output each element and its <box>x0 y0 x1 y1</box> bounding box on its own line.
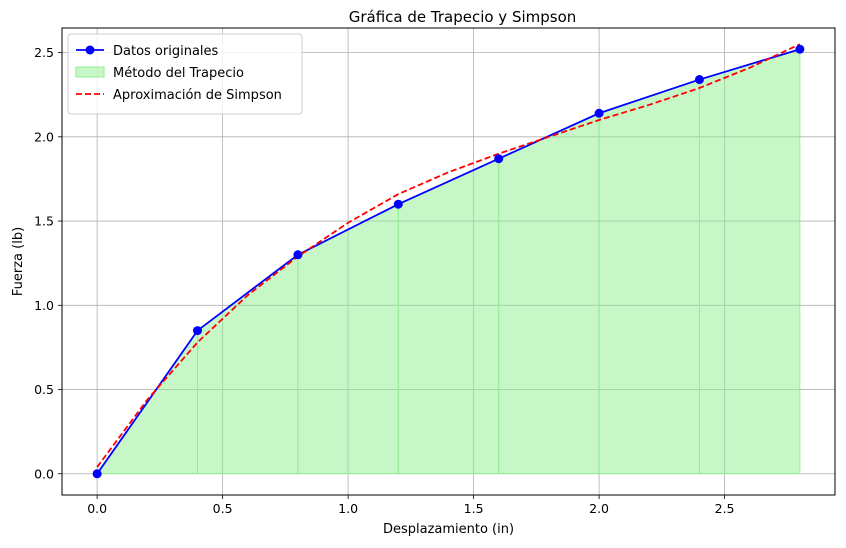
chart-title: Gráfica de Trapecio y Simpson <box>349 8 577 26</box>
data-point <box>193 326 203 336</box>
data-point <box>494 154 504 164</box>
trapezoid-segment <box>498 112 600 475</box>
x-tick-label: 1.5 <box>464 501 484 516</box>
y-tick-label: 0.0 <box>34 466 54 481</box>
data-point <box>92 469 102 479</box>
x-tick-label: 0.5 <box>213 501 233 516</box>
data-point <box>293 250 303 260</box>
series-line-datos <box>96 48 801 475</box>
legend-box <box>67 33 303 115</box>
data-point <box>594 108 604 118</box>
legend-label-datos: Datos originales <box>113 44 219 59</box>
y-tick-label: 1.5 <box>34 214 54 229</box>
y-tick-label: 1.0 <box>34 298 54 313</box>
y-tick-label: 2.5 <box>34 45 54 60</box>
x-axis-ticks: 0.0 0.5 1.0 1.5 2.0 2.5 <box>87 495 735 516</box>
x-tick-label: 2.5 <box>715 501 735 516</box>
legend: Datos originales Método del Trapecio Apr… <box>67 33 303 115</box>
legend-swatch-trapecio <box>75 66 105 78</box>
trapezoid-segment <box>297 203 399 475</box>
data-point <box>393 199 403 209</box>
y-tick-label: 0.5 <box>34 382 54 397</box>
legend-label-simpson: Aproximación de Simpson <box>113 88 282 103</box>
x-tick-label: 1.0 <box>338 501 358 516</box>
x-tick-label: 0.0 <box>87 501 107 516</box>
x-tick-label: 2.0 <box>589 501 609 516</box>
x-axis-label: Desplazamiento (in) <box>383 522 514 537</box>
series-layer <box>92 43 805 479</box>
trapezoid-segment <box>698 48 801 475</box>
trapezoid-segment <box>397 157 500 475</box>
y-axis-label: Fuerza (lb) <box>11 227 26 296</box>
trapezoid-segment <box>197 253 299 475</box>
y-axis-ticks: 0.0 0.5 1.0 1.5 2.0 2.5 <box>34 45 62 481</box>
legend-marker-datos <box>85 45 95 55</box>
series-line-simpson <box>96 43 801 468</box>
plot-frame <box>61 27 836 496</box>
data-point <box>694 75 704 85</box>
trapezoid-segment <box>598 78 700 475</box>
legend-label-trapecio: Método del Trapecio <box>113 66 244 81</box>
data-point <box>795 44 805 54</box>
y-tick-label: 2.0 <box>34 129 54 144</box>
